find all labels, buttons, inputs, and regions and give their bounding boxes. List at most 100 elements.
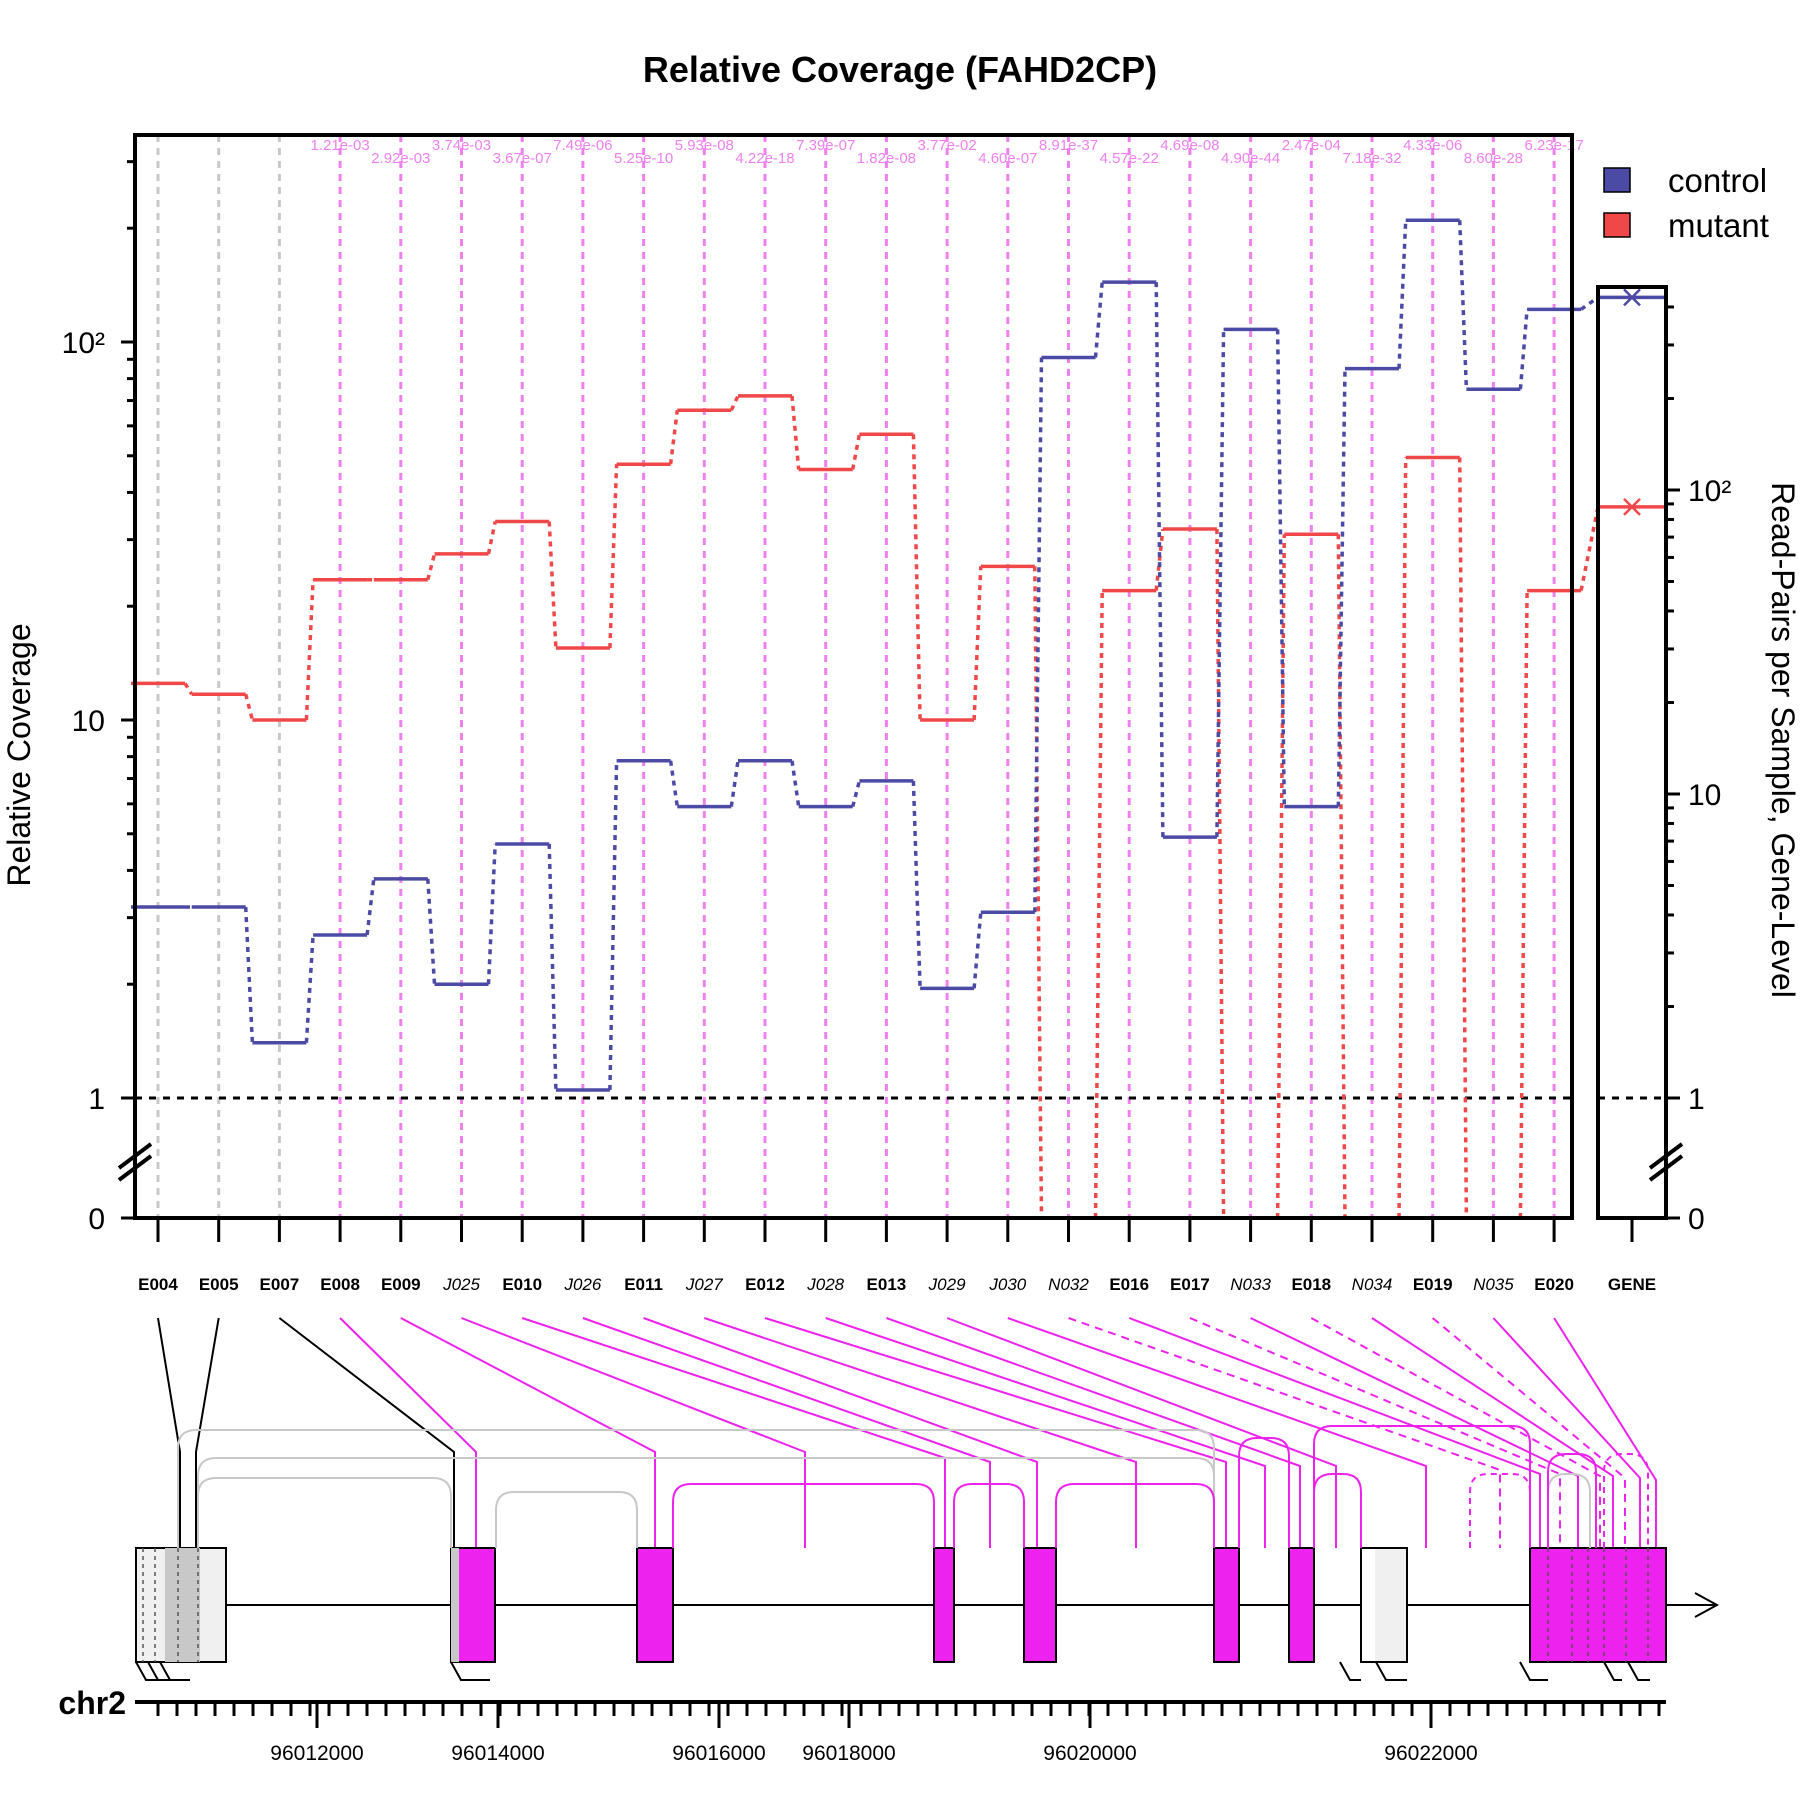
control-series-connector [304,934,315,1043]
pvalue-label: 8.60e-28 [1464,150,1523,167]
ruler-label: 96014000 [451,1742,544,1765]
splice-arc [177,1429,1215,1548]
mutant-series-connector [790,395,801,470]
pvalue-label: 3.77e-02 [917,137,976,154]
mutant-series-tail [1579,506,1600,591]
ruler-label: 96020000 [1043,1742,1136,1765]
control-series-connector [911,780,922,989]
gene-panel-frame [1596,285,1668,1220]
pvalue-label: 2.92e-03 [371,150,430,167]
position-bracket [1603,1661,1622,1681]
exon-block [1529,1547,1667,1663]
feature-label: N033 [1230,1275,1271,1294]
mutant-series-connector [911,434,922,721]
mutant-series-connector [547,521,558,649]
ruler-label: 96012000 [270,1742,363,1765]
control-series-connector [1518,309,1529,390]
chart-title: Relative Coverage (FAHD2CP) [643,49,1157,90]
control-series-connector [1033,357,1044,913]
pvalue-label: 5.93e-08 [675,137,734,154]
control-series-connector [486,843,497,985]
feature-label: E018 [1291,1275,1331,1294]
position-bracket [450,1661,490,1681]
position-bracket [159,1661,190,1681]
control-series-connector [1336,368,1347,807]
feature-label: N035 [1473,1275,1514,1294]
mutant-series-connector [1154,528,1165,591]
pvalue-label: 2.47e-04 [1282,137,1341,154]
mutant-series-connector [183,682,194,696]
connector-line [582,1317,991,1548]
connector-line [400,1317,656,1548]
control-series-connector [1215,329,1226,838]
connector-lines [157,1317,1657,1548]
legend: control mutant [1603,162,1769,244]
pvalue-label: 4.69e-08 [1160,137,1219,154]
feature-label: E007 [260,1275,300,1294]
pvalue-label: 1.21e-03 [310,137,369,154]
pvalue-label: 3.67e-07 [493,150,552,167]
connector-line [195,1317,220,1548]
feature-label: E020 [1534,1275,1574,1294]
position-bracket [1627,1661,1650,1681]
right-tick-label: 0 [1688,1203,1705,1236]
connector-line [157,1317,181,1548]
y-tick-label: 0 [88,1203,105,1236]
mutant-series-connector [850,433,862,470]
gene-mutant-marker [1623,497,1641,516]
feature-label: E017 [1170,1275,1210,1294]
mutant-series-connector [426,553,437,581]
y-tick-label: 10 [72,705,105,738]
mutant-series-connector [729,395,740,411]
mutant-series-connector [972,566,983,721]
ruler-label: 96018000 [802,1742,895,1765]
mutant-series-connector [1397,457,1408,1219]
control-series-connector [608,760,619,1091]
exon-block-outline [1360,1547,1408,1663]
feature-label: J026 [563,1275,601,1294]
feature-label: E013 [867,1275,907,1294]
connector-line [461,1317,806,1548]
feature-label: E019 [1413,1275,1453,1294]
axis-break [1648,1142,1684,1170]
connector-line [946,1317,1337,1548]
splice-arc [672,1483,935,1548]
y-tick-label: 1 [88,1083,105,1116]
exon-block [1288,1547,1315,1663]
splice-arc [1313,1425,1531,1548]
mutant-series-connector [1093,590,1104,1219]
main-plot: 1.21e-032.92e-033.74e-033.67e-077.49e-06… [62,133,1600,1236]
feature-label: N034 [1352,1275,1393,1294]
strand-arrow [1694,1592,1720,1618]
exon-block-shade [451,1548,459,1662]
control-series-connector [1154,282,1165,838]
pvalue-label: 4.33e-06 [1403,137,1462,154]
pvalue-label: 4.90e-44 [1221,150,1280,167]
connector-line [1310,1317,1601,1548]
control-series-connector [1397,220,1408,369]
gene-label: GENE [1608,1275,1656,1294]
feature-label: E012 [745,1275,785,1294]
pvalue-label: 7.18e-32 [1342,150,1401,167]
splice-arc [197,1457,1215,1548]
pvalue-label: 4.57e-22 [1100,150,1159,167]
right-tick-label: 1 [1688,1083,1705,1116]
connector-line [1371,1317,1614,1548]
control-series-connector [851,780,862,808]
connector-line [1553,1317,1657,1548]
splice-arc [197,1477,452,1548]
feature-labels: E004 E005 E007 E008 E009 J025 E010 J026 E011 J027… [138,1218,1574,1294]
ruler-label: 96022000 [1384,1742,1477,1765]
exon-block-shade [1361,1548,1375,1662]
legend-label: mutant [1668,207,1769,244]
mutant-series-connector [608,464,619,649]
feature-label: J025 [442,1275,480,1294]
feature-label: E009 [381,1275,421,1294]
gene-control-marker [1623,288,1641,307]
feature-label: N032 [1048,1275,1089,1294]
exon-block-shade [165,1548,200,1662]
connector-line [1250,1317,1579,1548]
feature-label: E008 [320,1275,360,1294]
connector-line [764,1317,1227,1548]
